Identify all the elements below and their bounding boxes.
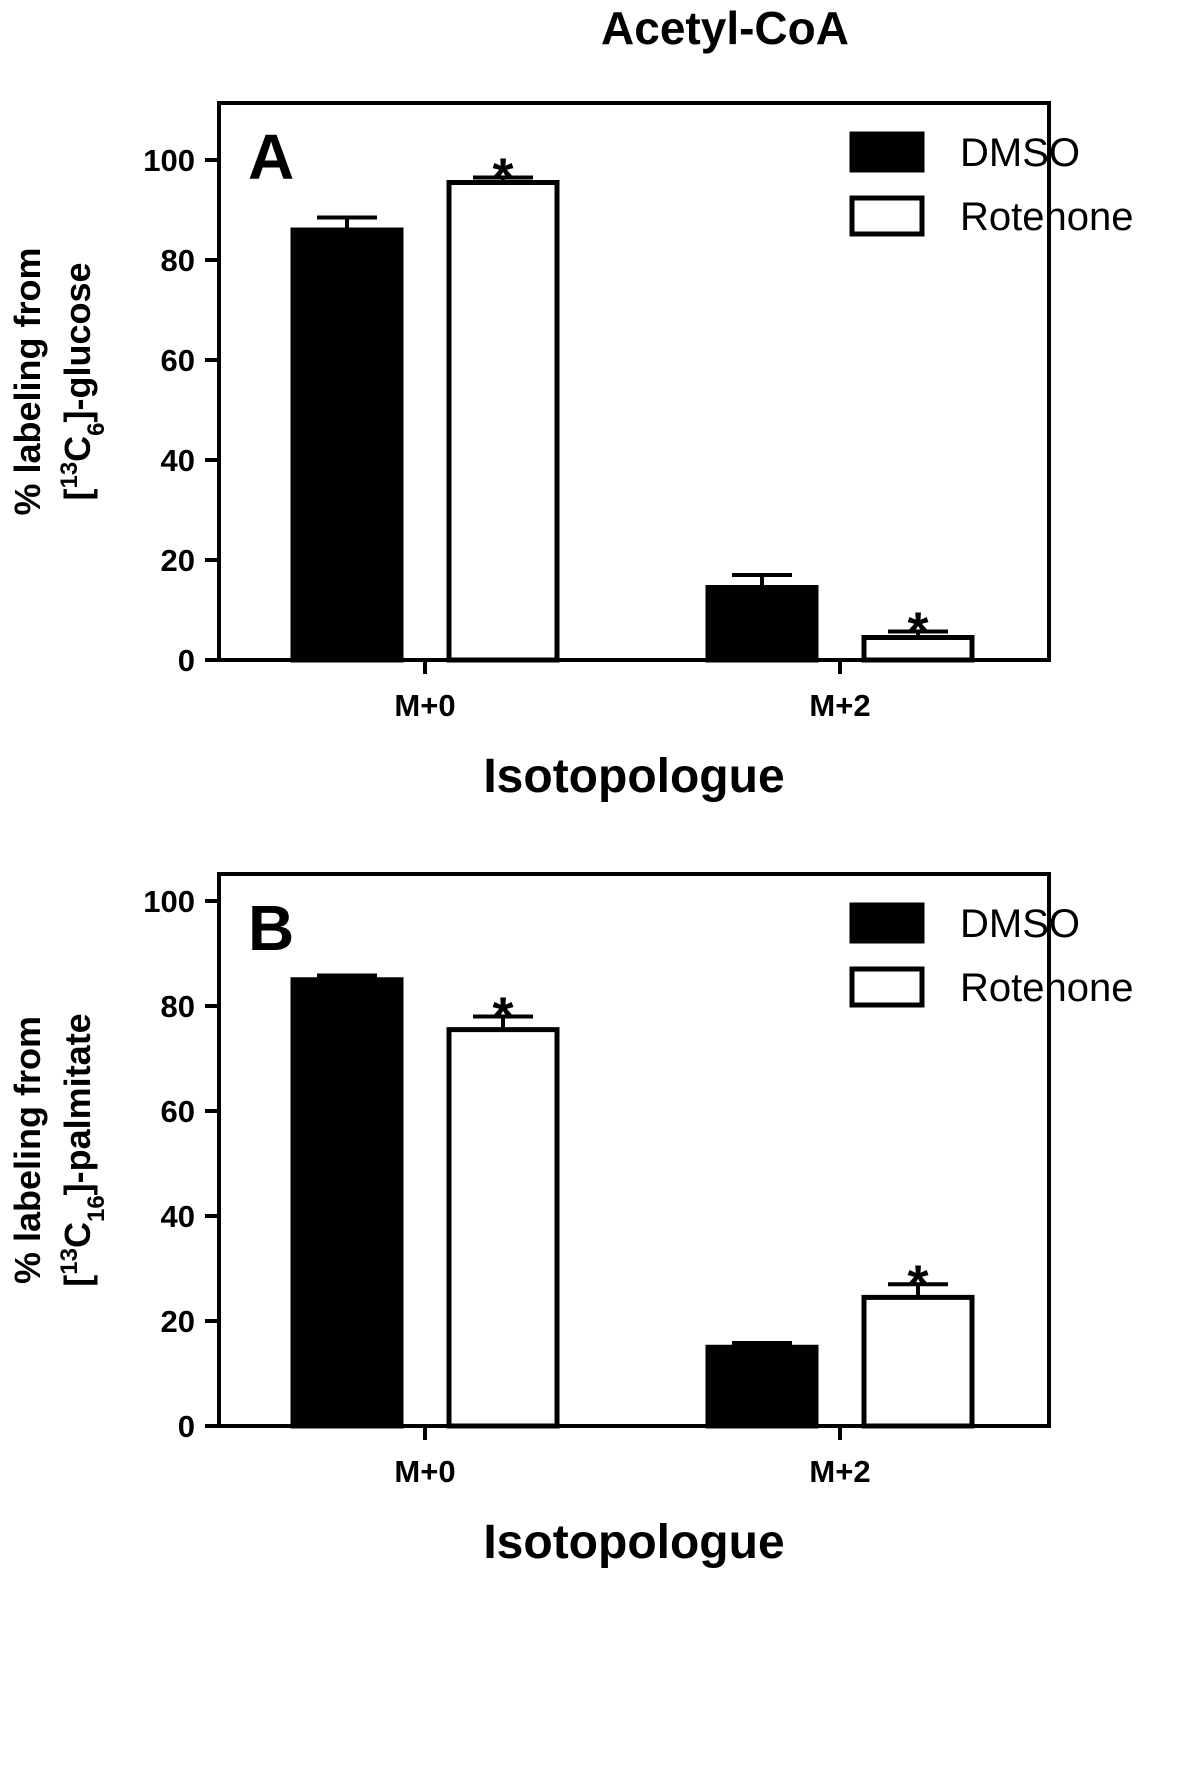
legend-label-rotenone: Rotenone (960, 195, 1133, 239)
legend-swatch-rotenone (849, 195, 925, 237)
significance-star: * (492, 148, 513, 208)
chart-panel-a: A 0 20 40 60 80 100 M+0 M+2 Isotopologue % labelin… (7, 101, 1133, 803)
y-tick-label: 20 (161, 1304, 195, 1339)
y-tick-label: 0 (178, 643, 195, 678)
panel-letter: B (248, 892, 294, 964)
x-tick-label: M+0 (394, 1454, 455, 1489)
y-tick-label: 20 (161, 543, 195, 578)
panel-letter: A (248, 121, 294, 193)
significance-star: * (907, 1254, 928, 1314)
legend-swatch-dmso (849, 902, 925, 944)
x-tick-label: M+2 (809, 1454, 870, 1489)
legend-label-dmso: DMSO (960, 902, 1080, 946)
legend-swatch-dmso (849, 131, 925, 173)
legend-swatch-rotenone (849, 966, 925, 1008)
y-tick-label: 60 (161, 343, 195, 378)
x-tick-label: M+2 (809, 688, 870, 723)
bar-dmso-mplus2 (705, 1344, 819, 1429)
x-axis-label: Isotopologue (483, 750, 784, 803)
bar-rotenone-mplus0 (446, 180, 560, 663)
legend-label-rotenone: Rotenone (960, 966, 1133, 1010)
bar-rotenone-mplus2 (861, 1294, 975, 1429)
plot-frame (217, 872, 1051, 1428)
y-axis-label: % labeling from [13C16]-palmitate (7, 1013, 110, 1286)
chart-panel-b: B 0 20 40 60 80 100 M+0 M+2 Isotopologue % labelin… (7, 872, 1133, 1569)
y-tick-label: 0 (178, 1409, 195, 1444)
y-tick-label: 40 (161, 443, 195, 478)
y-tick-label: 100 (143, 143, 195, 178)
plot-frame (217, 101, 1051, 662)
legend-label-dmso: DMSO (960, 131, 1080, 175)
bar-dmso-mplus2 (705, 585, 819, 663)
bar-dmso-mplus0 (290, 977, 404, 1429)
bar-rotenone-mplus0 (446, 1027, 560, 1429)
bar-dmso-mplus0 (290, 227, 404, 663)
x-axis-label: Isotopologue (483, 1516, 784, 1569)
significance-star: * (492, 987, 513, 1047)
y-axis-label: % labeling from [13C6]-glucose (7, 247, 110, 515)
figure-title: Acetyl-CoA (601, 2, 849, 54)
y-tick-label: 80 (161, 989, 195, 1024)
y-tick-label: 80 (161, 243, 195, 278)
significance-star: * (907, 602, 928, 662)
y-tick-label: 60 (161, 1094, 195, 1129)
x-tick-label: M+0 (394, 688, 455, 723)
y-tick-label: 40 (161, 1199, 195, 1234)
y-tick-label: 100 (143, 884, 195, 919)
